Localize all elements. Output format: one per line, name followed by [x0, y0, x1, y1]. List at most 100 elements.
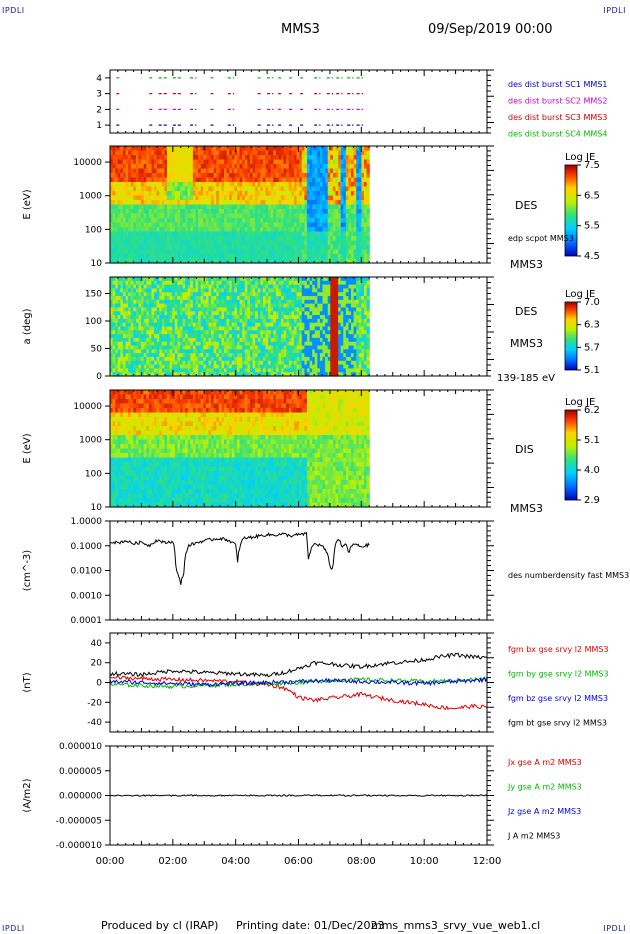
des-pitch-spectrogram-cell	[345, 277, 350, 282]
des-spectrogram-cell	[288, 249, 293, 255]
des-spectrogram-cell	[273, 218, 277, 224]
des-pitch-spectrogram-cell	[268, 360, 272, 366]
des-pitch-spectrogram-cell	[330, 307, 334, 312]
des-spectrogram-cell	[325, 254, 329, 260]
des-pitch-spectrogram-cell	[216, 349, 220, 354]
des-pitch-spectrogram-cell	[239, 315, 243, 320]
des-pitch-spectrogram-cell	[122, 296, 127, 301]
des-spectrogram-cell	[257, 164, 261, 170]
des-pitch-spectrogram-cell	[161, 307, 166, 312]
des-spectrogram-cell	[234, 227, 238, 233]
des-spectrogram-cell	[270, 249, 274, 255]
des-pitch-spectrogram-cell	[208, 360, 212, 366]
des-spectrogram-cell	[270, 177, 274, 183]
des-spectrogram-cell	[319, 182, 324, 188]
des-spectrogram-cell	[161, 231, 166, 237]
des-pitch-spectrogram-cell	[128, 292, 132, 297]
des-spectrogram-cell	[169, 231, 173, 237]
des-pitch-spectrogram-cell	[117, 296, 121, 301]
des-pitch-spectrogram-cell	[117, 372, 121, 377]
des-spectrogram-cell	[187, 164, 191, 170]
des-pitch-spectrogram-cell	[125, 288, 129, 293]
des-pitch-spectrogram-cell	[273, 334, 277, 339]
des-spectrogram-cell	[203, 209, 207, 215]
des-pitch-spectrogram-cell	[156, 337, 160, 343]
des-pitch-spectrogram-cell	[117, 307, 121, 312]
des-spectrogram-cell	[110, 173, 114, 179]
des-spectrogram-cell	[322, 236, 326, 242]
des-pitch-spectrogram-cell	[172, 372, 176, 377]
des-spectrogram-cell	[319, 227, 324, 233]
des-pitch-spectrogram-cell	[242, 284, 246, 290]
des-spectrogram-cell	[239, 200, 243, 206]
des-spectrogram-cell	[151, 236, 155, 242]
des-spectrogram-cell	[135, 191, 140, 197]
des-spectrogram-cell	[345, 209, 350, 215]
des-pitch-spectrogram-cell	[319, 345, 324, 350]
des-spectrogram-cell	[242, 240, 246, 246]
des-spectrogram-cell	[161, 209, 166, 215]
des-pitch-spectrogram-cell	[154, 284, 158, 290]
des-pitch-spectrogram-cell	[195, 311, 199, 316]
des-pitch-spectrogram-cell	[195, 296, 199, 301]
des-spectrogram-cell	[122, 155, 127, 161]
des-pitch-spectrogram-cell	[286, 299, 290, 305]
des-pitch-spectrogram-cell	[296, 364, 300, 369]
des-spectrogram-cell	[364, 200, 368, 206]
des-spectrogram-cell	[141, 213, 145, 219]
des-pitch-spectrogram-cell	[301, 330, 305, 335]
des-spectrogram-cell	[110, 150, 114, 156]
des-pitch-spectrogram-cell	[143, 315, 147, 320]
des-pitch-spectrogram-cell	[260, 280, 264, 286]
des-pitch-spectrogram-cell	[249, 368, 254, 373]
des-pitch-spectrogram-cell	[159, 292, 163, 297]
des-pitch-spectrogram-cell	[237, 322, 241, 328]
des-spectrogram-cell	[343, 204, 347, 210]
des-pitch-spectrogram-cell	[229, 372, 233, 377]
des-spectrogram-cell	[309, 200, 313, 206]
des-spectrogram-cell	[317, 159, 321, 165]
des-pitch-spectrogram-cell	[340, 356, 344, 362]
des-pitch-spectrogram-cell	[169, 349, 173, 354]
des-pitch-spectrogram-cell	[218, 356, 223, 362]
des-spectrogram-cell	[143, 222, 147, 228]
des-pitch-spectrogram-cell	[252, 337, 256, 343]
des-pitch-spectrogram-cell	[117, 368, 121, 373]
des-pitch-spectrogram-cell	[141, 315, 145, 320]
des-spectrogram-cell	[154, 218, 158, 224]
des-spectrogram-cell	[179, 186, 184, 192]
des-pitch-spectrogram-cell	[120, 345, 124, 350]
des-pitch-spectrogram-cell	[167, 360, 171, 366]
des-spectrogram-cell	[156, 159, 160, 165]
des-pitch-spectrogram-cell	[332, 288, 337, 293]
des-spectrogram-cell	[200, 204, 204, 210]
des-pitch-spectrogram-cell	[203, 307, 207, 312]
des-pitch-spectrogram-cell	[301, 353, 305, 358]
des-pitch-spectrogram-cell	[257, 296, 261, 301]
des-spectrogram-cell	[296, 195, 300, 201]
des-spectrogram-cell	[141, 200, 145, 206]
des-spectrogram-cell	[252, 222, 256, 228]
des-spectrogram-cell	[338, 155, 342, 161]
des-pitch-spectrogram-cell	[224, 334, 228, 339]
des-spectrogram-cell	[117, 159, 121, 165]
des-pitch-spectrogram-cell	[182, 288, 186, 293]
des-spectrogram-cell	[159, 245, 163, 251]
des-spectrogram-cell	[273, 164, 277, 170]
des-spectrogram-cell	[237, 249, 241, 255]
des-pitch-spectrogram-cell	[268, 345, 272, 350]
des-pitch-spectrogram-cell	[343, 330, 347, 335]
des-pitch-spectrogram-cell	[128, 368, 132, 373]
des-pitch-spectrogram-cell	[156, 280, 160, 286]
des-spectrogram-cell	[252, 168, 256, 174]
des-spectrogram-cell	[130, 245, 134, 251]
des-spectrogram-cell	[179, 227, 184, 233]
des-pitch-spectrogram-cell	[335, 318, 339, 324]
des-spectrogram-cell	[115, 209, 119, 215]
des-spectrogram-cell	[138, 209, 142, 215]
des-pitch-spectrogram-cell	[247, 364, 251, 369]
des-pitch-spectrogram-cell	[255, 315, 259, 320]
des-spectrogram-cell	[226, 186, 230, 192]
des-pitch-spectrogram-cell	[192, 334, 197, 339]
des-pitch-spectrogram-cell	[138, 356, 142, 362]
